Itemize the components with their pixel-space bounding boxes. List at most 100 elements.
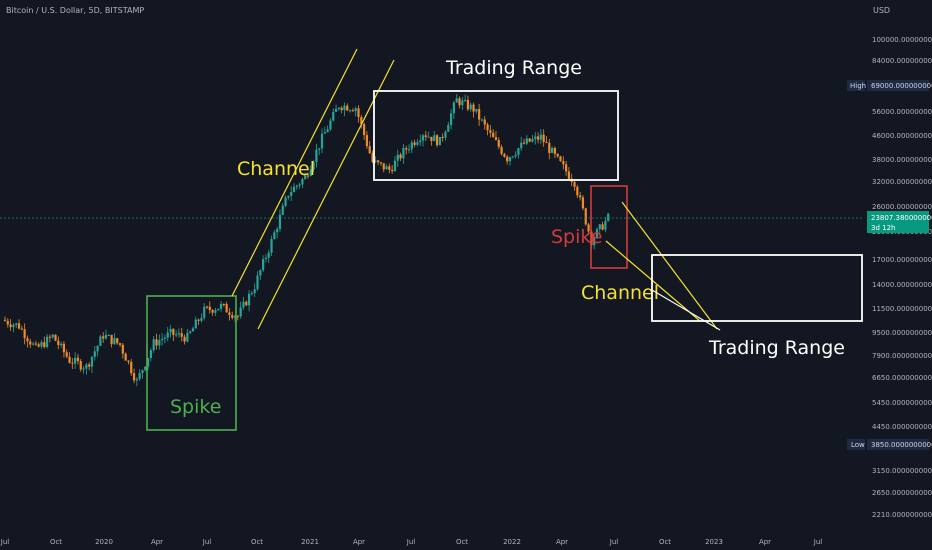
- candle-body: [379, 162, 383, 164]
- candle-body: [141, 370, 144, 373]
- candle-body: [584, 208, 587, 225]
- time-tick-label: Jul: [202, 538, 212, 546]
- candle-body: [214, 310, 217, 313]
- candle-body: [438, 136, 441, 146]
- candle-body: [388, 166, 391, 170]
- candle-body: [522, 142, 526, 144]
- candle-body: [486, 124, 489, 131]
- candle-body: [399, 154, 402, 159]
- candle-body: [205, 306, 209, 308]
- candle-body: [562, 161, 565, 165]
- high-badge: High 69000.0000000000: [847, 80, 932, 91]
- channel-label-1: Channel: [237, 158, 315, 180]
- candle-body: [531, 138, 534, 142]
- candle-body: [298, 184, 301, 186]
- candle-body: [6, 320, 9, 325]
- candle-body: [51, 334, 54, 338]
- candle-body: [43, 342, 46, 347]
- candle-body: [469, 104, 472, 110]
- candle-body: [149, 350, 152, 358]
- candle-body: [480, 119, 484, 121]
- candle-body: [312, 161, 315, 170]
- candle-body: [421, 135, 425, 141]
- candle-body: [211, 310, 214, 313]
- candle-body: [180, 333, 183, 337]
- candle-body: [441, 136, 444, 138]
- time-tick-label: Apr: [151, 538, 163, 546]
- candle-body: [542, 134, 545, 143]
- candle-body: [239, 307, 242, 317]
- candle-body: [245, 301, 248, 306]
- price-axis-currency: USD: [873, 6, 891, 15]
- candle-body: [427, 136, 430, 138]
- price-tick-label: 38000.0000000000: [872, 156, 932, 164]
- candle-body: [576, 186, 579, 196]
- candle-body: [82, 368, 85, 370]
- candle-body: [189, 331, 192, 333]
- price-tick-label: 2210.0000000000: [872, 511, 932, 519]
- time-axis[interactable]: Jul Oct 2020 Apr Jul Oct 2021 Apr Jul Oct 2022 Apr J…: [0, 538, 822, 546]
- channel-line-lower: [257, 59, 395, 330]
- candle-body: [430, 136, 433, 142]
- candle-body: [593, 237, 596, 246]
- candle-body: [222, 303, 225, 305]
- candle-body: [489, 130, 492, 133]
- candle-body: [357, 108, 360, 117]
- candle-body: [183, 336, 186, 342]
- price-tick-label: 100000.0000000000: [872, 36, 932, 44]
- spike-box-red: [590, 185, 628, 269]
- candle-body: [9, 324, 12, 328]
- candle-body: [458, 98, 461, 106]
- candle-body: [601, 224, 604, 230]
- candle-body: [410, 142, 413, 150]
- candle-body: [273, 232, 276, 240]
- candle-body: [270, 239, 273, 253]
- candle-body: [444, 131, 447, 138]
- time-tick-label: Apr: [353, 538, 365, 546]
- candle-body: [135, 379, 138, 381]
- candle-body: [203, 306, 206, 318]
- candle-body: [503, 153, 506, 157]
- price-tick-label: 2650.0000000000: [872, 489, 932, 497]
- candle-body: [284, 197, 287, 206]
- candle-body: [267, 252, 270, 258]
- candle-body: [231, 315, 234, 318]
- last-price-value: 23807.3800000000: [871, 214, 932, 222]
- candle-body: [158, 340, 161, 346]
- candle-body: [262, 259, 265, 271]
- price-tick-label: 56000.0000000000: [872, 108, 932, 116]
- candle-body: [20, 328, 23, 330]
- candle-body: [74, 357, 77, 364]
- price-tick-label: 6650.0000000000: [872, 374, 932, 382]
- candle-body: [219, 303, 223, 309]
- candle-body: [385, 166, 388, 170]
- candle-body: [250, 293, 253, 295]
- spike-label-2: Spike: [551, 226, 602, 248]
- candle-body: [186, 332, 189, 342]
- candle-body: [79, 361, 82, 370]
- candle-body: [3, 319, 7, 321]
- candle-body: [37, 344, 40, 347]
- candle-body: [497, 139, 500, 147]
- time-tick-label: Jul: [0, 538, 9, 546]
- candle-body: [31, 343, 35, 345]
- candle-body: [127, 360, 130, 362]
- low-value: 3850.0000000000: [871, 441, 932, 449]
- candle-body: [264, 257, 268, 260]
- price-tick-label: 11500.0000000000: [872, 305, 932, 313]
- candle-body: [368, 146, 371, 154]
- candle-body: [197, 319, 200, 321]
- candle-body: [76, 357, 80, 362]
- candle-body: [146, 357, 150, 367]
- candle-body: [259, 270, 262, 276]
- price-axis[interactable]: 100000.0000000000 84000.0000000000 56000.0…: [872, 36, 932, 519]
- candle-body: [306, 175, 310, 177]
- candle-body: [494, 137, 498, 140]
- candle-body: [402, 148, 405, 159]
- candle-body: [68, 356, 71, 363]
- candle-body: [104, 334, 108, 339]
- high-value: 69000.0000000000: [871, 82, 932, 90]
- candle-body: [191, 328, 195, 332]
